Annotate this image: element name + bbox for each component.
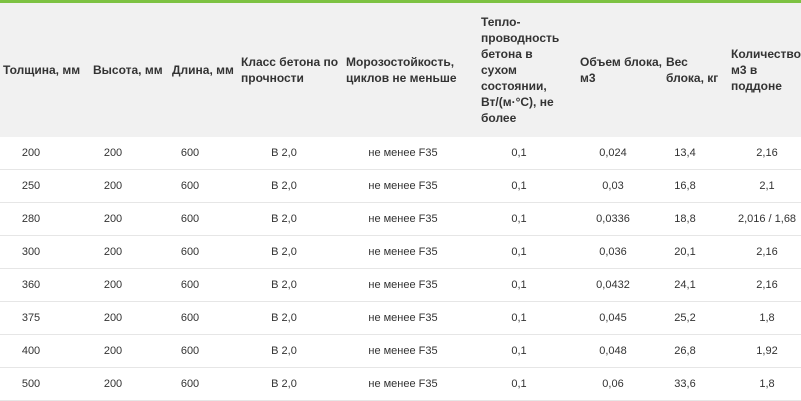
table-cell: 0,1 [511, 246, 527, 258]
table-cell: 1,8 [759, 378, 775, 390]
header-cell: Объем блока, м3 [580, 55, 662, 85]
table-cell: 400 [21, 345, 41, 357]
table-cell: 300 [21, 246, 41, 258]
table-cell: 600 [180, 147, 200, 159]
table-row: 375 200 600 B 2,0 не менее F35 0,1 0,045 25,2 1,… [0, 302, 801, 335]
table-cell: 600 [180, 345, 200, 357]
table-cell: B 2,0 [271, 180, 297, 192]
table-cell: не менее F35 [368, 345, 438, 357]
table-cell: 2,1 [759, 180, 775, 192]
header-cell: Тепло-проводность бетона в сухом состоян… [481, 15, 560, 125]
table-cell: 250 [21, 180, 41, 192]
table-cell: 200 [103, 213, 123, 225]
table-cell: 16,8 [674, 180, 696, 192]
header-cell: Вес блока, кг [666, 55, 719, 85]
table-cell: 0,1 [511, 213, 527, 225]
table-cell: 1,92 [756, 345, 778, 357]
table-cell: 200 [103, 378, 123, 390]
table-cell: не менее F35 [368, 378, 438, 390]
table-cell: 0,1 [511, 147, 527, 159]
table-cell: не менее F35 [368, 279, 438, 291]
table-cell: 2,16 [756, 279, 778, 291]
table-cell: 0,1 [511, 378, 527, 390]
table-cell: 26,8 [674, 345, 696, 357]
table-cell: 200 [103, 279, 123, 291]
table-cell: B 2,0 [271, 345, 297, 357]
table-cell: 0,06 [602, 378, 624, 390]
table-cell: B 2,0 [271, 279, 297, 291]
table-cell: 200 [103, 180, 123, 192]
table-header: Толщина, мм Высота, мм Длина, мм Класс бето… [0, 3, 801, 137]
table-cell: не менее F35 [368, 180, 438, 192]
header-cell: Высота, мм [93, 63, 163, 77]
table-cell: 0,045 [599, 312, 627, 324]
table-cell: 200 [103, 246, 123, 258]
table-cell: 0,0336 [596, 213, 630, 225]
table-cell: 18,8 [674, 213, 696, 225]
header-cell: Класс бетона по прочности [241, 55, 339, 85]
table-row: 360 200 600 B 2,0 не менее F35 0,1 0,0432 24,1 2… [0, 269, 801, 302]
table-row: 400 200 600 B 2,0 не менее F35 0,1 0,048 26,8 1,… [0, 335, 801, 368]
table-cell: 20,1 [674, 246, 696, 258]
table-cell: 0,024 [599, 147, 627, 159]
table-row: 500 200 600 B 2,0 не менее F35 0,1 0,06 33,6 1,8 [0, 368, 801, 401]
table-cell: B 2,0 [271, 246, 297, 258]
table-cell: 2,16 [756, 147, 778, 159]
table-cell: 600 [180, 279, 200, 291]
table-cell: не менее F35 [368, 246, 438, 258]
table-cell: 13,4 [674, 147, 696, 159]
table-cell: 2,016 / 1,68 [737, 213, 797, 225]
table-cell: 24,1 [674, 279, 696, 291]
header-cell: Морозостойкость, циклов не меньше [346, 55, 457, 85]
table-cell: B 2,0 [271, 312, 297, 324]
table-cell: 600 [180, 180, 200, 192]
table-cell: не менее F35 [368, 213, 438, 225]
table-cell: 360 [21, 279, 41, 291]
table-cell: 33,6 [674, 378, 696, 390]
table-cell: 25,2 [674, 312, 696, 324]
table-cell: B 2,0 [271, 147, 297, 159]
table-row: 200 200 600 B 2,0 не менее F35 0,1 0,024 13,4 2,… [0, 137, 801, 170]
table-cell: 200 [103, 147, 123, 159]
table-cell: не менее F35 [368, 312, 438, 324]
table-cell: 200 [103, 345, 123, 357]
table-cell: 0,1 [511, 279, 527, 291]
table-cell: 0,1 [511, 312, 527, 324]
table-cell: 600 [180, 213, 200, 225]
table-cell: B 2,0 [271, 378, 297, 390]
table-cell: 2,16 [756, 246, 778, 258]
table-cell: 0,1 [511, 345, 527, 357]
table-cell: B 2,0 [271, 213, 297, 225]
table-cell: 200 [103, 312, 123, 324]
table-cell: 200 [21, 147, 41, 159]
table-cell: 280 [21, 213, 41, 225]
table-row: 250 200 600 B 2,0 не менее F35 0,1 0,03 16,8 2,1 [0, 170, 801, 203]
table-cell: 375 [21, 312, 41, 324]
table-cell: 600 [180, 246, 200, 258]
table-cell: 0,0432 [596, 279, 630, 291]
table-cell: 600 [180, 312, 200, 324]
accent-line [0, 0, 801, 3]
table-cell: 600 [180, 378, 200, 390]
table-cell: 1,8 [759, 312, 775, 324]
table-cell: не менее F35 [368, 147, 438, 159]
table-cell: 0,036 [599, 246, 627, 258]
table-cell: 0,1 [511, 180, 527, 192]
header-cell: Количество м3 в поддоне [731, 47, 801, 93]
table-cell: 0,048 [599, 345, 627, 357]
header-cell: Длина, мм [172, 63, 234, 77]
table-cell: 500 [21, 378, 41, 390]
table-cell: 0,03 [602, 180, 624, 192]
table-row: 300 200 600 B 2,0 не менее F35 0,1 0,036 20,1 2,… [0, 236, 801, 269]
header-cell: Толщина, мм [3, 63, 81, 77]
table-row: 280 200 600 B 2,0 не менее F35 0,1 0,0336 18,8 2… [0, 203, 801, 236]
